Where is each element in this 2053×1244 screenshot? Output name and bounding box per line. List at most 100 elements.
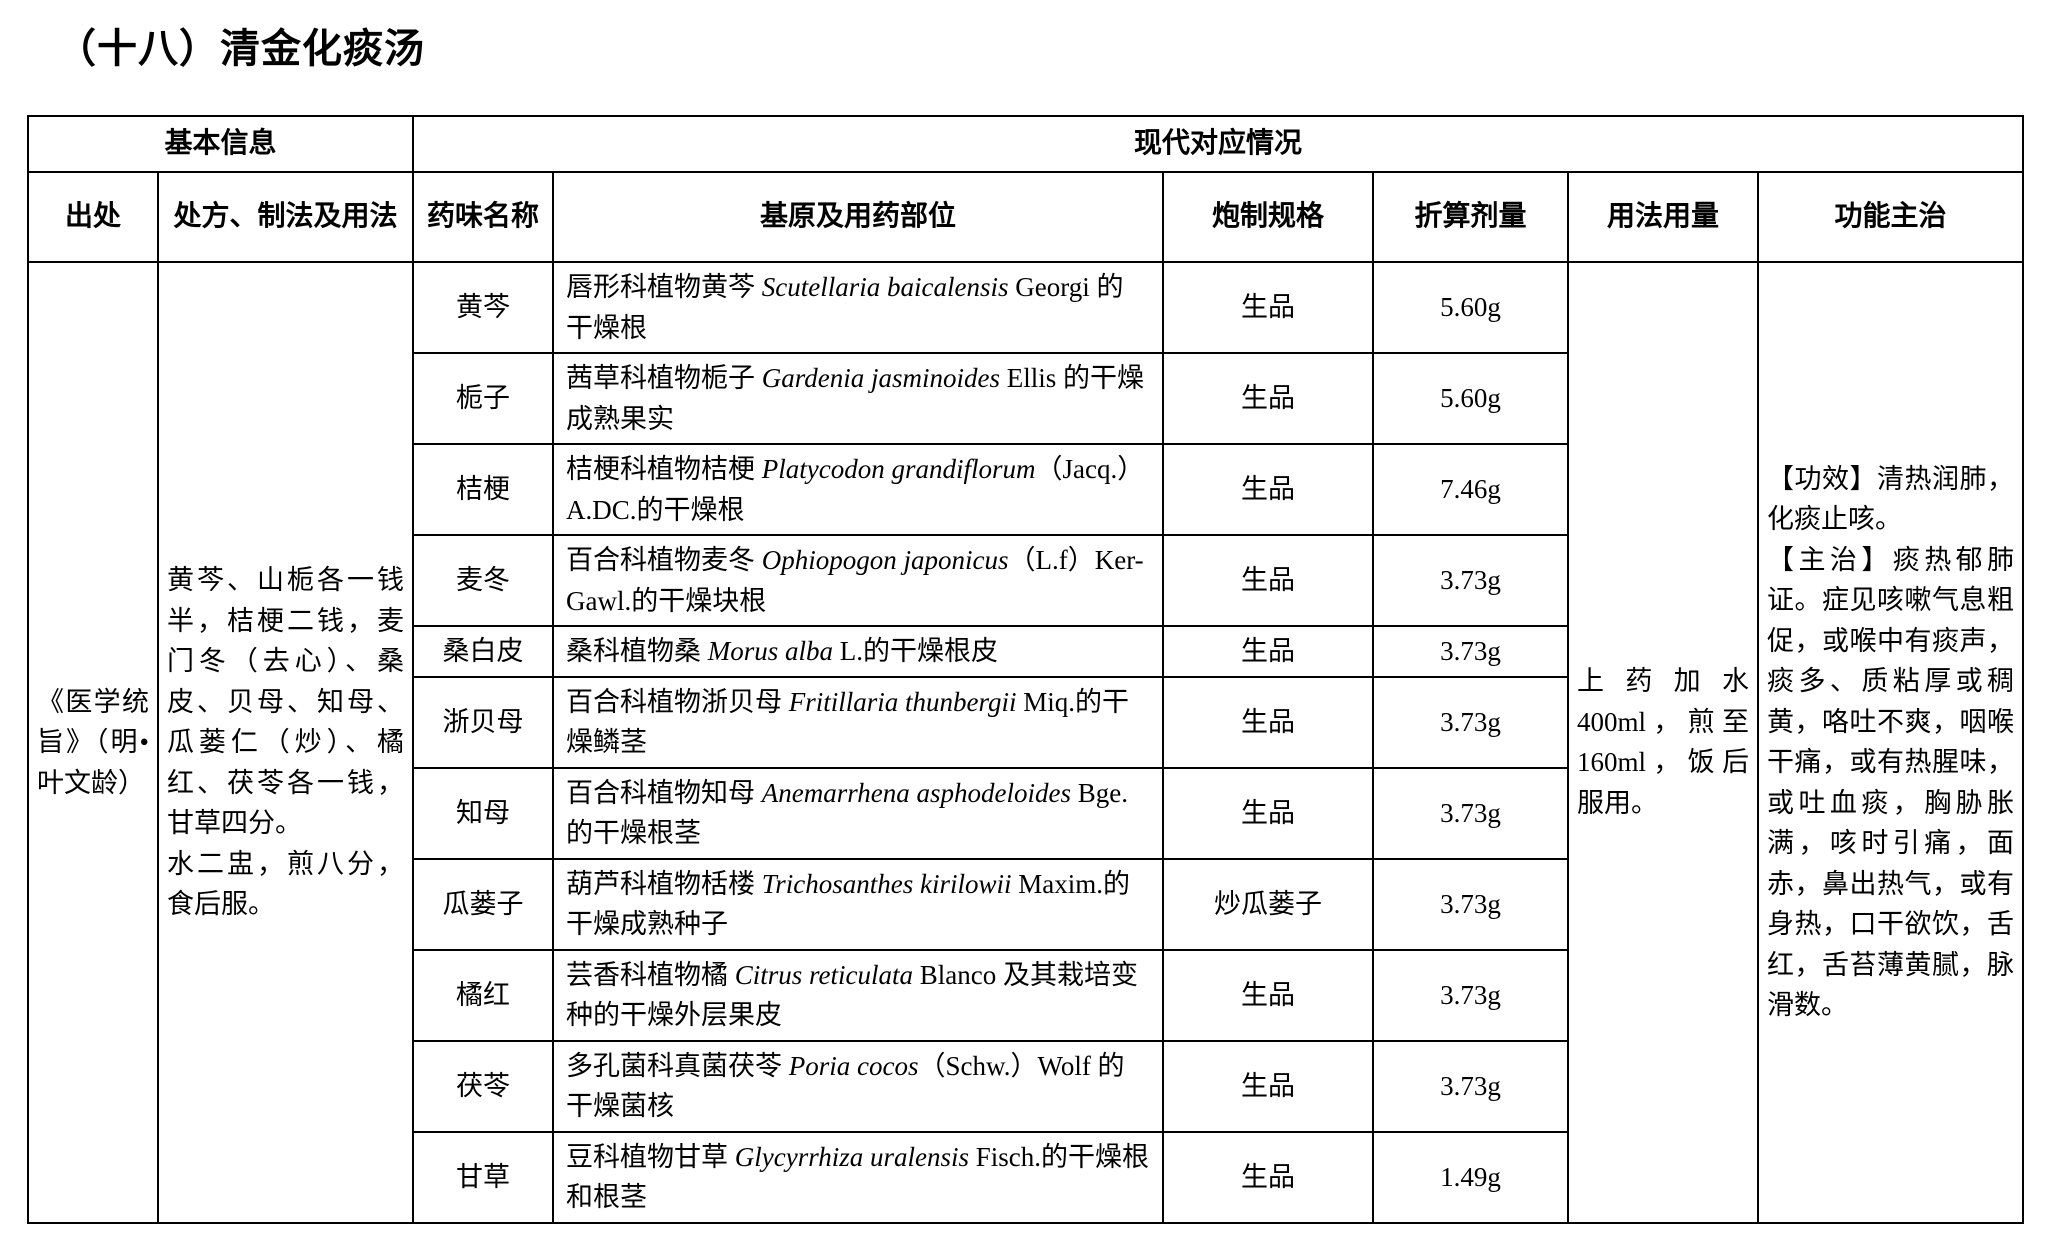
col-header-source: 出处 xyxy=(27,171,159,263)
herb-row: 茯苓 多孔菌科真菌茯苓 Poria cocos（Schw.）Wolf 的干燥菌核… xyxy=(28,1039,2023,1133)
function-line1: 【功效】清热润肺，化痰止咳。 xyxy=(1767,463,2015,535)
origin-text: 茜草科植物栀子 xyxy=(566,363,762,393)
herb-row: 《医学统旨》（明•叶文龄） 黄芩、山栀各一钱半，桔梗二钱，麦门冬（去心）、桑皮、… xyxy=(27,261,2025,1224)
dose-cell: 5.60g xyxy=(1372,352,1570,445)
processing-cell: 生品 xyxy=(1162,352,1375,445)
source-text: 《医学统旨》（明•叶文龄） xyxy=(37,686,149,798)
col-header-prescription: 处方、制法及用法 xyxy=(156,171,415,263)
origin-text: L.的干燥根皮 xyxy=(833,636,999,666)
origin-latin-name: Anemarrhena asphodeloides xyxy=(761,777,1071,808)
dose-cell: 3.73g xyxy=(1372,1039,1570,1133)
origin-latin-name: Glycyrrhiza uralensis xyxy=(734,1141,970,1172)
herb-name-cell: 瓜蒌子 xyxy=(412,857,555,951)
origin-latin-name: Gardenia jasminoides xyxy=(761,363,1001,393)
origin-latin-name: Platycodon grandiflorum xyxy=(761,454,1036,484)
group-header-basic-info: 基本信息 xyxy=(26,115,415,173)
herb-row: 浙贝母 百合科植物浙贝母 Fritillaria thunbergii Miq.… xyxy=(28,675,2023,769)
herb-origin-cell: 桑科植物桑 Morus alba L.的干燥根皮 xyxy=(552,625,1165,678)
herb-row: 麦冬 百合科植物麦冬 Ophiopogon japonicus（L.f）Ker-… xyxy=(28,534,2023,627)
origin-text: 百合科植物浙贝母 xyxy=(566,686,789,717)
dose-cell: 3.73g xyxy=(1372,625,1570,678)
source-cell: 《医学统旨》（明•叶文龄） xyxy=(27,261,159,1224)
function-line2: 【主治】痰热郁肺证。症见咳嗽气息粗促，或喉中有痰声，痰多、质粘厚或稠黄，咯吐不爽… xyxy=(1767,544,2015,1021)
dose-cell: 1.49g xyxy=(1372,1130,1570,1224)
herb-row: 瓜蒌子 葫芦科植物栝楼 Trichosanthes kirilowii Maxi… xyxy=(28,857,2023,951)
processing-cell: 炒瓜蒌子 xyxy=(1162,857,1375,951)
origin-text: 葫芦科植物栝楼 xyxy=(566,868,762,899)
herb-row: 桔梗 桔梗科植物桔梗 Platycodon grandiflorum（Jacq.… xyxy=(28,443,2023,536)
herb-origin-cell: 茜草科植物栀子 Gardenia jasminoides Ellis 的干燥成熟… xyxy=(552,352,1165,445)
dose-cell: 3.73g xyxy=(1372,766,1570,860)
origin-latin-name: Poria cocos xyxy=(788,1050,919,1081)
origin-text: 多孔菌科真菌茯苓 xyxy=(566,1050,789,1081)
origin-text: （L.f）Ker-Gawl.的干燥块根 xyxy=(566,545,1144,616)
page-title: （十八）清金化痰汤 xyxy=(56,26,425,71)
col-header-dose: 折算剂量 xyxy=(1372,171,1570,263)
herb-origin-cell: 多孔菌科真菌茯苓 Poria cocos（Schw.）Wolf 的干燥菌核 xyxy=(552,1039,1165,1133)
origin-latin-name: Scutellaria baicalensis xyxy=(761,272,1009,302)
origin-latin-name: Fritillaria thunbergii xyxy=(788,686,1017,717)
origin-text: Fisch.的干燥根和根茎 xyxy=(566,1141,1150,1213)
origin-text: 百合科植物麦冬 xyxy=(566,545,762,575)
herb-origin-cell: 百合科植物知母 Anemarrhena asphodeloides Bge.的干… xyxy=(552,766,1165,860)
dose-cell: 3.73g xyxy=(1372,857,1570,951)
dose-cell: 5.60g xyxy=(1372,261,1570,354)
group-header-row: 基本信息 现代对应情况 xyxy=(26,115,2025,173)
origin-text: 豆科植物甘草 xyxy=(566,1141,735,1172)
herb-name-cell: 茯苓 xyxy=(412,1039,555,1133)
dose-cell: 3.73g xyxy=(1372,675,1570,769)
origin-text: 桑科植物桑 xyxy=(566,636,708,666)
processing-cell: 生品 xyxy=(1162,443,1375,536)
origin-text: 唇形科植物黄芩 xyxy=(566,272,762,302)
herb-origin-cell: 芸香科植物橘 Citrus reticulata Blanco 及其栽培变种的干… xyxy=(552,948,1165,1042)
origin-latin-name: Trichosanthes kirilowii xyxy=(761,868,1012,899)
processing-cell: 生品 xyxy=(1162,948,1375,1042)
herb-name-cell: 桑白皮 xyxy=(412,625,555,678)
column-header-row: 出处 处方、制法及用法 药味名称 基原及用药部位 炮制规格 折算剂量 用法用量 … xyxy=(27,171,2025,263)
herb-name-cell: 甘草 xyxy=(412,1130,555,1224)
origin-text: Miq.的干燥鳞茎 xyxy=(566,686,1130,758)
herb-origin-cell: 百合科植物麦冬 Ophiopogon japonicus（L.f）Ker-Gaw… xyxy=(552,534,1165,627)
herb-name-cell: 麦冬 xyxy=(412,534,555,627)
col-header-usage: 用法用量 xyxy=(1567,171,1760,263)
origin-text: 芸香科植物橘 xyxy=(566,959,735,990)
prescription-line1: 黄芩、山栀各一钱半，桔梗二钱，麦门冬（去心）、桑皮、贝母、知母、瓜蒌仁（炒）、橘… xyxy=(167,565,405,838)
origin-text: （Schw.）Wolf 的干燥菌核 xyxy=(566,1050,1125,1122)
herb-row: 桑白皮 桑科植物桑 Morus alba L.的干燥根皮 生品 3.73g xyxy=(28,625,2023,678)
origin-latin-name: Ophiopogon japonicus xyxy=(761,545,1009,575)
col-header-herb-name: 药味名称 xyxy=(412,171,555,263)
dose-cell: 3.73g xyxy=(1372,534,1570,627)
dose-cell: 3.73g xyxy=(1372,948,1570,1042)
herb-origin-cell: 唇形科植物黄芩 Scutellaria baicalensis Georgi 的… xyxy=(552,261,1165,354)
origin-text: 百合科植物知母 xyxy=(566,777,762,808)
origin-latin-name: Morus alba xyxy=(707,636,834,666)
origin-text: （Jacq.）A.DC.的干燥根 xyxy=(566,454,1145,525)
col-header-function: 功能主治 xyxy=(1757,171,2025,263)
formula-table: 基本信息 现代对应情况 出处 处方、制法及用法 药味名称 基原及用药部位 炮制规… xyxy=(26,115,2025,1224)
processing-cell: 生品 xyxy=(1162,766,1375,860)
herb-origin-cell: 百合科植物浙贝母 Fritillaria thunbergii Miq.的干燥鳞… xyxy=(552,675,1165,769)
processing-cell: 生品 xyxy=(1162,625,1375,678)
dose-cell: 7.46g xyxy=(1372,443,1570,536)
herb-name-cell: 桔梗 xyxy=(412,443,555,536)
processing-cell: 生品 xyxy=(1162,1039,1375,1133)
herb-row: 橘红 芸香科植物橘 Citrus reticulata Blanco 及其栽培变… xyxy=(28,948,2023,1042)
herb-origin-cell: 桔梗科植物桔梗 Platycodon grandiflorum（Jacq.）A.… xyxy=(552,443,1165,536)
herb-row: 栀子 茜草科植物栀子 Gardenia jasminoides Ellis 的干… xyxy=(28,352,2023,445)
origin-text: Maxim.的干燥成熟种子 xyxy=(566,868,1131,940)
origin-text: 桔梗科植物桔梗 xyxy=(566,454,762,484)
herb-row: 知母 百合科植物知母 Anemarrhena asphodeloides Bge… xyxy=(28,766,2023,860)
usage-cell: 上药加水400ml，煎至160ml，饭后服用。 xyxy=(1567,261,1760,1224)
function-cell: 【功效】清热润肺，化痰止咳。 【主治】痰热郁肺证。症见咳嗽气息粗促，或喉中有痰声… xyxy=(1757,261,2025,1224)
group-header-modern-info: 现代对应情况 xyxy=(412,115,2025,173)
herb-origin-cell: 葫芦科植物栝楼 Trichosanthes kirilowii Maxim.的干… xyxy=(552,857,1165,951)
processing-cell: 生品 xyxy=(1162,1130,1375,1224)
origin-text: Bge.的干燥根茎 xyxy=(566,777,1128,849)
prescription-cell: 黄芩、山栀各一钱半，桔梗二钱，麦门冬（去心）、桑皮、贝母、知母、瓜蒌仁（炒）、橘… xyxy=(156,261,415,1224)
usage-text: 上药加水400ml，煎至160ml，饭后服用。 xyxy=(1577,666,1750,818)
herb-origin-cell: 豆科植物甘草 Glycyrrhiza uralensis Fisch.的干燥根和… xyxy=(552,1130,1165,1224)
herb-name-cell: 浙贝母 xyxy=(412,675,555,769)
origin-text: Georgi 的干燥根 xyxy=(566,272,1124,343)
herb-name-cell: 栀子 xyxy=(412,352,555,445)
origin-text: Blanco 及其栽培变种的干燥外层果皮 xyxy=(566,959,1139,1031)
